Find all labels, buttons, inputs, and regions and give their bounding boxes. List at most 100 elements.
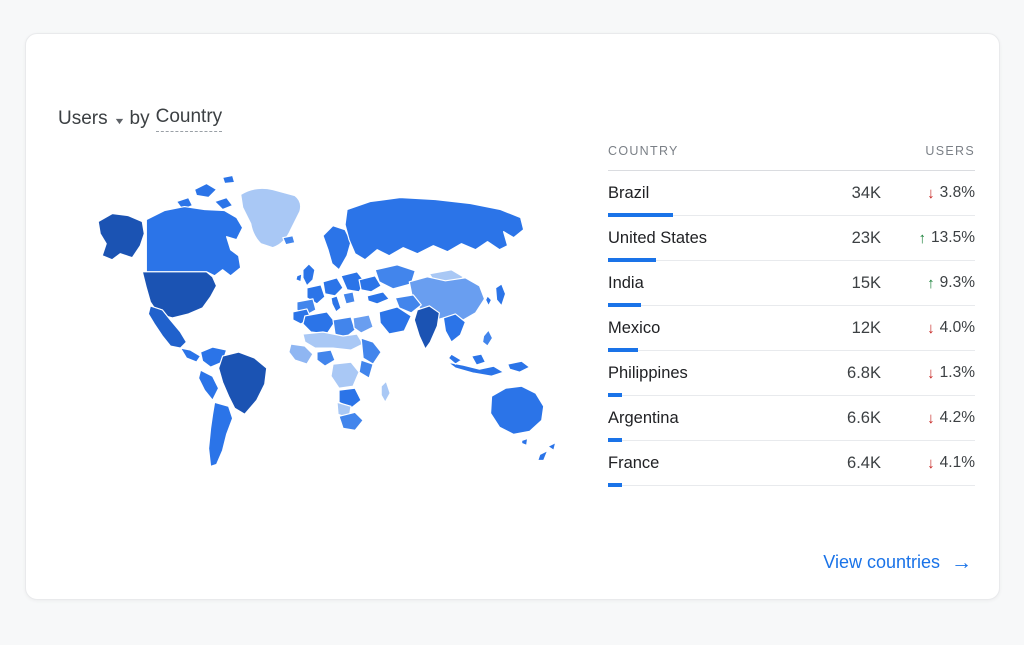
map-central-europe — [322, 277, 344, 297]
trend-arrow-icon: ↑ — [927, 274, 935, 292]
map-greenland — [240, 187, 302, 249]
map-russia — [344, 196, 525, 261]
country-name: Mexico — [608, 318, 661, 337]
trend-arrow-icon: ↓ — [927, 409, 935, 427]
users-value: 34K — [851, 183, 881, 202]
map-south-africa — [338, 411, 364, 431]
change-cell: ↑ 9.3% — [895, 274, 975, 292]
map-central-america — [179, 347, 202, 363]
country-column-header: COUNTRY — [608, 144, 679, 158]
world-map-svg — [97, 174, 557, 468]
trend-arrow-icon: ↓ — [927, 319, 935, 337]
users-value: 6.6K — [847, 408, 881, 427]
map-nigeria — [316, 349, 336, 367]
map-se-asia — [442, 313, 467, 343]
map-papua-new-guinea — [507, 360, 531, 373]
view-countries-link[interactable]: View countries → — [823, 550, 972, 575]
change-percent: 4.2% — [939, 409, 975, 426]
users-value: 23K — [851, 228, 881, 247]
map-iran — [394, 294, 422, 314]
map-australia — [489, 385, 545, 447]
map-uk — [295, 263, 316, 287]
table-row[interactable]: Argentina 6.6K ↓ 4.2% — [608, 396, 975, 442]
country-name: United States — [608, 228, 708, 247]
map-alaska — [97, 212, 145, 261]
table-row[interactable]: United States 23K ↑ 13.5% — [608, 216, 975, 262]
map-arctic-islands — [175, 174, 236, 211]
table-row[interactable]: Philippines 6.8K ↓ 1.3% — [608, 351, 975, 397]
change-percent: 1.3% — [939, 364, 975, 381]
proportion-bar — [608, 213, 673, 217]
change-cell: ↓ 4.2% — [895, 409, 975, 427]
proportion-bar — [608, 303, 641, 307]
map-indonesia — [446, 353, 505, 377]
map-turkey — [366, 291, 390, 305]
map-west-africa — [288, 343, 314, 365]
map-east-africa — [360, 337, 382, 365]
map-brazil — [217, 351, 268, 415]
view-countries-label: View countries — [823, 552, 940, 572]
map-drc — [338, 387, 362, 409]
map-balkans — [342, 291, 356, 305]
change-cell: ↓ 4.0% — [895, 319, 975, 337]
table-row[interactable]: Mexico 12K ↓ 4.0% — [608, 306, 975, 352]
change-percent: 4.0% — [939, 319, 975, 336]
change-percent: 13.5% — [931, 229, 975, 246]
country-name: France — [608, 453, 660, 472]
map-peru — [197, 369, 220, 401]
map-libya — [332, 316, 356, 339]
map-korea — [484, 295, 493, 307]
proportion-bar — [608, 348, 638, 352]
map-canada — [145, 205, 244, 277]
map-usa — [141, 271, 218, 319]
trend-arrow-icon: ↓ — [927, 454, 935, 472]
country-name: Brazil — [608, 183, 650, 202]
map-italy — [330, 295, 342, 313]
right-arrow-icon: → — [951, 551, 972, 574]
dimension-selector[interactable]: Country — [155, 106, 223, 132]
by-label: by — [129, 108, 150, 129]
map-saudi-arabia — [378, 306, 412, 335]
table-row[interactable]: Brazil 34K ↓ 3.8% — [608, 171, 975, 217]
map-scandinavia — [322, 225, 352, 271]
change-cell: ↑ 13.5% — [895, 229, 975, 247]
users-value: 12K — [851, 318, 881, 337]
country-name: Argentina — [608, 408, 679, 427]
proportion-bar — [608, 483, 622, 487]
map-madagascar — [380, 380, 391, 403]
change-cell: ↓ 4.1% — [895, 454, 975, 472]
map-central-africa — [330, 361, 360, 389]
map-algeria — [302, 311, 336, 335]
map-new-zealand — [537, 441, 557, 462]
table-row[interactable]: France 6.4K ↓ 4.1% — [608, 441, 975, 487]
proportion-bar — [608, 393, 622, 397]
trend-arrow-icon: ↓ — [927, 364, 935, 382]
country-name: India — [608, 273, 644, 292]
change-percent: 4.1% — [939, 454, 975, 471]
users-by-country-card: Users ▼ by Country — [25, 33, 1000, 600]
world-map-choropleth[interactable] — [54, 149, 616, 511]
metric-label: Users — [58, 108, 108, 129]
change-percent: 9.3% — [939, 274, 975, 291]
users-column-header: USERS — [925, 144, 975, 158]
table-row[interactable]: India 15K ↑ 9.3% — [608, 261, 975, 307]
table-body: Brazil 34K ↓ 3.8% United States 23K ↑ 13… — [608, 171, 975, 487]
trend-arrow-icon: ↑ — [918, 229, 927, 247]
map-ukraine — [358, 275, 382, 293]
users-value: 6.4K — [847, 453, 881, 472]
change-percent: 3.8% — [939, 184, 975, 201]
proportion-bar — [608, 258, 656, 262]
table-header-row: COUNTRY USERS — [608, 134, 975, 171]
country-name: Philippines — [608, 363, 688, 382]
change-cell: ↓ 3.8% — [895, 184, 975, 202]
map-argentina — [207, 401, 234, 468]
chevron-down-icon: ▼ — [112, 115, 126, 126]
users-value: 15K — [851, 273, 881, 292]
map-philippines — [481, 329, 494, 347]
change-cell: ↓ 1.3% — [895, 364, 975, 382]
map-egypt — [352, 314, 374, 334]
card-title: Users ▼ by Country — [58, 106, 223, 132]
metric-dropdown[interactable]: Users ▼ — [58, 108, 126, 130]
map-iceland — [282, 235, 296, 246]
map-india — [413, 305, 440, 350]
